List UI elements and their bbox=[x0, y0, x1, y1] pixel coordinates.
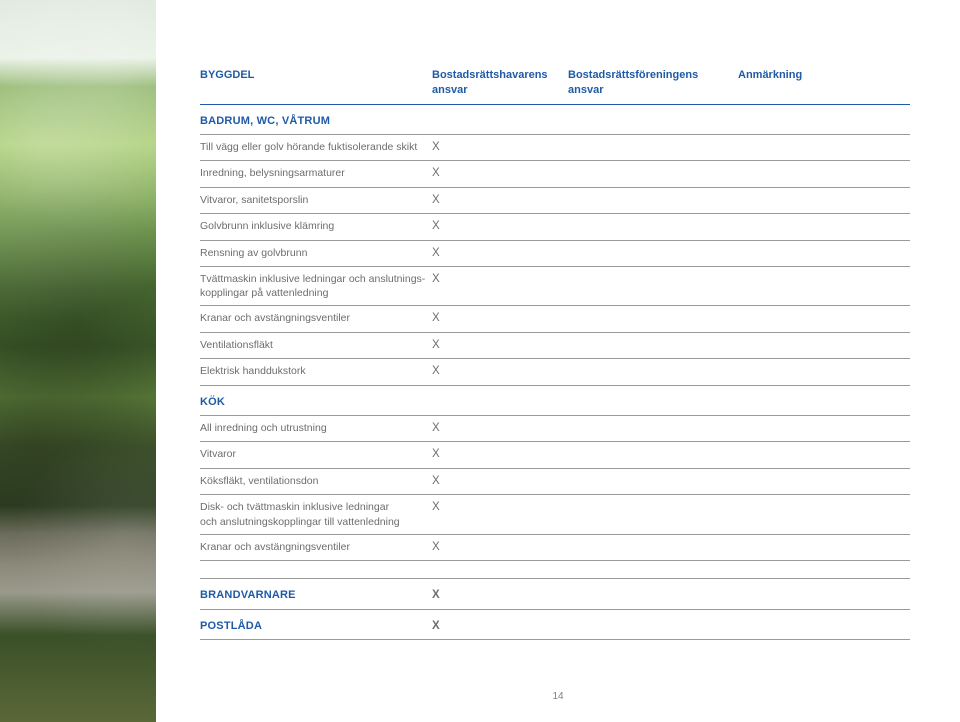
standalone-title: BRANDVARNARE bbox=[200, 579, 432, 610]
row-label: Till vägg eller golv hörande fuktisolera… bbox=[200, 134, 432, 161]
col-header-byggdel: BYGGDEL bbox=[200, 68, 432, 104]
section-title: BADRUM, WC, VÅTRUM bbox=[200, 104, 910, 134]
row-note bbox=[738, 495, 910, 534]
section-title: KÖK bbox=[200, 386, 910, 416]
row-label: Disk- och tvättmaskin inklusive ledninga… bbox=[200, 495, 432, 534]
row-owner-mark: X bbox=[432, 415, 568, 442]
spacer bbox=[200, 561, 910, 579]
row-assoc-mark bbox=[568, 359, 738, 386]
row-assoc-mark bbox=[568, 187, 738, 214]
standalone-row: BRANDVARNAREX bbox=[200, 579, 910, 610]
table-row: Disk- och tvättmaskin inklusive ledninga… bbox=[200, 495, 910, 534]
row-label: Kranar och avstängningsventiler bbox=[200, 534, 432, 561]
table-row: VentilationsfläktX bbox=[200, 332, 910, 359]
standalone-owner-mark: X bbox=[432, 609, 568, 640]
row-assoc-mark bbox=[568, 468, 738, 495]
sidebar-photo bbox=[0, 0, 156, 722]
section-heading: KÖK bbox=[200, 386, 910, 416]
row-assoc-mark bbox=[568, 306, 738, 333]
row-label: All inredning och utrustning bbox=[200, 415, 432, 442]
row-label: Vitvaror bbox=[200, 442, 432, 469]
standalone-owner-mark: X bbox=[432, 579, 568, 610]
row-note bbox=[738, 161, 910, 188]
row-note bbox=[738, 468, 910, 495]
row-note bbox=[738, 240, 910, 267]
page-number: 14 bbox=[156, 691, 960, 702]
standalone-note bbox=[738, 609, 910, 640]
standalone-assoc-mark bbox=[568, 579, 738, 610]
row-owner-mark: X bbox=[432, 442, 568, 469]
row-assoc-mark bbox=[568, 134, 738, 161]
table-row: Kranar och avstängningsventilerX bbox=[200, 534, 910, 561]
row-label: Elektrisk handdukstork bbox=[200, 359, 432, 386]
col-header-note: Anmärkning bbox=[738, 68, 910, 104]
row-assoc-mark bbox=[568, 214, 738, 241]
row-owner-mark: X bbox=[432, 134, 568, 161]
row-label: Inredning, belysningsarmaturer bbox=[200, 161, 432, 188]
table-row: Till vägg eller golv hörande fuktisolera… bbox=[200, 134, 910, 161]
row-owner-mark: X bbox=[432, 306, 568, 333]
standalone-title: POSTLÅDA bbox=[200, 609, 432, 640]
table-row: Inredning, belysningsarmaturerX bbox=[200, 161, 910, 188]
row-note bbox=[738, 214, 910, 241]
row-owner-mark: X bbox=[432, 214, 568, 241]
row-label: Vitvaror, sanitetsporslin bbox=[200, 187, 432, 214]
standalone-assoc-mark bbox=[568, 609, 738, 640]
row-note bbox=[738, 359, 910, 386]
row-owner-mark: X bbox=[432, 495, 568, 534]
row-assoc-mark bbox=[568, 534, 738, 561]
row-owner-mark: X bbox=[432, 187, 568, 214]
table-row: Elektrisk handdukstorkX bbox=[200, 359, 910, 386]
row-assoc-mark bbox=[568, 415, 738, 442]
row-label: Kranar och avstängningsventiler bbox=[200, 306, 432, 333]
row-owner-mark: X bbox=[432, 240, 568, 267]
row-assoc-mark bbox=[568, 495, 738, 534]
page-content: BYGGDEL Bostadsrättshavarens ansvar Bost… bbox=[156, 0, 960, 722]
row-owner-mark: X bbox=[432, 267, 568, 306]
row-note bbox=[738, 134, 910, 161]
row-owner-mark: X bbox=[432, 359, 568, 386]
row-owner-mark: X bbox=[432, 161, 568, 188]
row-note bbox=[738, 332, 910, 359]
row-label: Tvättmaskin inklusive ledningar och ansl… bbox=[200, 267, 432, 306]
row-assoc-mark bbox=[568, 332, 738, 359]
row-label: Ventilationsfläkt bbox=[200, 332, 432, 359]
row-owner-mark: X bbox=[432, 332, 568, 359]
table-row: All inredning och utrustningX bbox=[200, 415, 910, 442]
row-note bbox=[738, 187, 910, 214]
table-row: Köksfläkt, ventilationsdonX bbox=[200, 468, 910, 495]
row-owner-mark: X bbox=[432, 534, 568, 561]
standalone-row: POSTLÅDAX bbox=[200, 609, 910, 640]
row-note bbox=[738, 415, 910, 442]
row-note bbox=[738, 534, 910, 561]
row-label: Rensning av golvbrunn bbox=[200, 240, 432, 267]
table-header-row: BYGGDEL Bostadsrättshavarens ansvar Bost… bbox=[200, 68, 910, 104]
row-assoc-mark bbox=[568, 240, 738, 267]
row-note bbox=[738, 267, 910, 306]
table-row: Golvbrunn inklusive klämringX bbox=[200, 214, 910, 241]
section-heading: BADRUM, WC, VÅTRUM bbox=[200, 104, 910, 134]
standalone-note bbox=[738, 579, 910, 610]
row-assoc-mark bbox=[568, 442, 738, 469]
row-label: Köksfläkt, ventilationsdon bbox=[200, 468, 432, 495]
table-row: Tvättmaskin inklusive ledningar och ansl… bbox=[200, 267, 910, 306]
row-note bbox=[738, 306, 910, 333]
table-row: Kranar och avstängningsventilerX bbox=[200, 306, 910, 333]
row-assoc-mark bbox=[568, 267, 738, 306]
row-label: Golvbrunn inklusive klämring bbox=[200, 214, 432, 241]
table-row: Vitvaror, sanitetsporslinX bbox=[200, 187, 910, 214]
table-row: Rensning av golvbrunnX bbox=[200, 240, 910, 267]
col-header-association: Bostadsrättsföreningens ansvar bbox=[568, 68, 738, 104]
responsibility-table: BYGGDEL Bostadsrättshavarens ansvar Bost… bbox=[200, 68, 910, 640]
row-note bbox=[738, 442, 910, 469]
row-assoc-mark bbox=[568, 161, 738, 188]
table-row: VitvarorX bbox=[200, 442, 910, 469]
col-header-owner: Bostadsrättshavarens ansvar bbox=[432, 68, 568, 104]
row-owner-mark: X bbox=[432, 468, 568, 495]
